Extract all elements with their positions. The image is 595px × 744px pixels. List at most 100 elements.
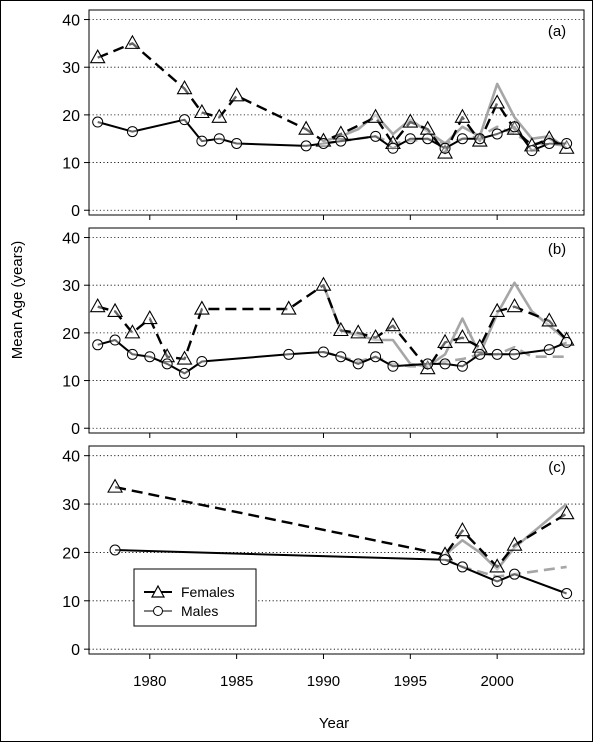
- data-point-males: [526, 145, 538, 157]
- data-point-males: [109, 544, 121, 556]
- data-point-females: [437, 333, 453, 348]
- y-tick-label: 30: [62, 278, 80, 295]
- data-point-males: [509, 348, 521, 360]
- legend: Females Males: [133, 568, 257, 627]
- data-point-males: [561, 588, 573, 600]
- data-point-males: [283, 348, 295, 360]
- data-point-males: [509, 568, 521, 580]
- data-point-males: [387, 360, 399, 372]
- data-point-males: [196, 135, 208, 147]
- panel-1: 0 10 20 30 40 (a): [62, 9, 585, 220]
- y-tick-label: 40: [62, 13, 80, 30]
- data-point-females: [211, 108, 228, 123]
- legend-marker-females: [150, 584, 166, 598]
- panel-box: [88, 227, 585, 434]
- data-point-females: [107, 478, 123, 493]
- data-point-males: [509, 121, 521, 133]
- data-point-females: [193, 300, 210, 315]
- data-point-males: [456, 360, 468, 372]
- series-line-females: [97, 42, 568, 155]
- data-point-females: [124, 324, 141, 339]
- data-point-males: [213, 133, 225, 145]
- data-point-females: [89, 49, 106, 64]
- legend-label-males: Males: [181, 603, 218, 619]
- legend-label-females: Females: [181, 584, 235, 600]
- data-point-males: [474, 133, 486, 145]
- x-tick-label: 1985: [220, 673, 253, 690]
- data-point-males: [561, 336, 573, 348]
- data-point-males: [439, 142, 451, 154]
- data-point-males: [317, 137, 329, 149]
- data-point-males: [126, 126, 138, 138]
- y-tick-label: 0: [71, 203, 80, 220]
- panel-box: [88, 445, 585, 655]
- data-point-males: [179, 114, 191, 126]
- data-point-females: [367, 108, 384, 123]
- data-point-males: [144, 351, 156, 363]
- data-point-males: [387, 142, 399, 154]
- data-point-females: [176, 350, 193, 365]
- data-point-females: [350, 324, 367, 339]
- panel-label: (a): [548, 23, 566, 40]
- data-point-females: [558, 505, 575, 520]
- data-point-males: [126, 348, 138, 360]
- y-tick-label: 30: [62, 60, 80, 77]
- data-point-males: [109, 334, 121, 346]
- x-tick-label: 1995: [394, 673, 427, 690]
- y-axis-label: Mean Age (years): [9, 241, 26, 359]
- y-tick-label: 20: [62, 108, 80, 125]
- panel-2: 0 10 20 30 40 (b): [62, 227, 585, 438]
- legend-marker-males: [153, 606, 163, 616]
- data-point-females: [228, 87, 245, 102]
- data-point-males: [92, 339, 104, 351]
- data-point-females: [176, 80, 193, 95]
- data-point-females: [107, 302, 123, 317]
- y-tick-label: 10: [62, 594, 80, 611]
- data-point-males: [196, 355, 208, 367]
- data-point-males: [491, 348, 503, 360]
- series-line-females: [114, 485, 568, 569]
- data-point-males: [543, 137, 555, 149]
- data-point-males: [317, 346, 329, 358]
- data-point-males: [179, 367, 191, 379]
- data-point-males: [456, 561, 468, 573]
- data-point-females: [124, 34, 141, 49]
- data-point-males: [370, 351, 382, 363]
- data-point-females: [159, 348, 176, 363]
- data-point-males: [456, 133, 468, 145]
- data-point-males: [231, 137, 243, 149]
- data-point-males: [491, 128, 503, 140]
- series-line-females: [97, 284, 568, 370]
- data-point-females: [315, 276, 332, 291]
- panel-label: (b): [548, 241, 566, 258]
- data-point-males: [439, 358, 451, 370]
- y-tick-label: 30: [62, 497, 80, 514]
- data-point-females: [541, 312, 558, 327]
- data-point-females: [280, 300, 297, 315]
- y-tick-label: 10: [62, 156, 80, 173]
- panels: 0 10 20 30 40 (a) 0 10 20 30 40 (b) 0 10 20 30 40 1980 198…: [62, 9, 585, 690]
- data-point-males: [352, 358, 364, 370]
- y-tick-label: 10: [62, 374, 80, 391]
- data-point-females: [193, 103, 210, 119]
- data-point-females: [506, 120, 523, 135]
- y-tick-label: 0: [71, 421, 80, 438]
- data-point-males: [335, 135, 347, 147]
- data-point-males: [335, 351, 347, 363]
- data-point-females: [298, 120, 315, 135]
- data-point-males: [422, 133, 434, 145]
- panel-label: (c): [548, 459, 566, 476]
- data-point-females: [332, 125, 349, 140]
- data-point-females: [402, 113, 419, 128]
- data-point-females: [385, 317, 401, 332]
- data-point-females: [489, 94, 506, 109]
- series-line-males: [97, 339, 567, 375]
- data-point-females: [454, 522, 471, 537]
- data-point-females: [471, 338, 488, 353]
- data-point-males: [439, 554, 451, 566]
- data-point-females: [489, 302, 506, 317]
- data-point-females: [454, 329, 471, 344]
- x-tick-label: 1990: [307, 673, 340, 690]
